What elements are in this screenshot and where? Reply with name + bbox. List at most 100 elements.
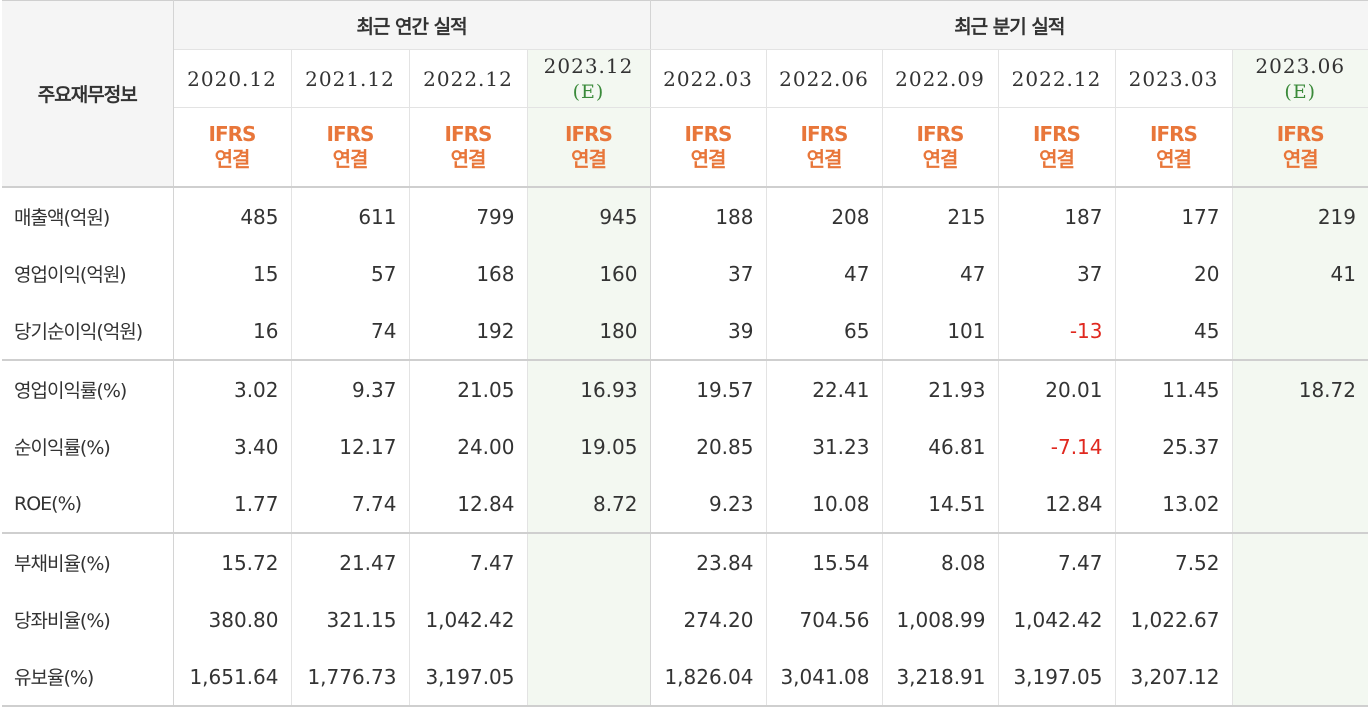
- estimate-marker: (E): [572, 80, 605, 103]
- table-cell: 7.52: [1114, 533, 1232, 591]
- table-cell: 215: [881, 187, 998, 245]
- table-cell: 15.54: [765, 533, 882, 591]
- table-cell: 74: [290, 302, 409, 361]
- period-header: 2020.12: [172, 49, 291, 108]
- basis-label: IFRS 연결: [881, 107, 998, 188]
- table-cell: 704.56: [765, 591, 882, 648]
- period-header: 2022.12: [408, 49, 527, 108]
- basis-label: IFRS 연결: [765, 107, 882, 188]
- table-cell: 7.47: [997, 533, 1115, 591]
- table-cell: 8.08: [881, 533, 998, 591]
- row-label: ROE(%): [2, 475, 174, 534]
- table-cell: 37: [649, 245, 766, 302]
- row-label: 매출액(억원): [2, 187, 174, 245]
- table-cell: 46.81: [881, 418, 998, 475]
- table-row: 매출액(억원) 485 611 799 945 188 208 215 187 177 219: [2, 187, 1368, 245]
- row-label: 순이익률(%): [2, 418, 174, 475]
- table-row: 당기순이익(억원) 16 74 192 180 39 65 101 -13 45: [2, 302, 1368, 361]
- table-cell: 160: [526, 245, 650, 302]
- table-cell: [1231, 475, 1368, 534]
- table-cell: 1,776.73: [290, 648, 409, 707]
- financial-rows: 매출액(억원) 485 611 799 945 188 208 215 187 177 219 영업이…: [2, 187, 1368, 707]
- table-cell: 57: [290, 245, 409, 302]
- table-cell: 15.72: [172, 533, 291, 591]
- table-cell: [1231, 418, 1368, 475]
- table-cell: 3,207.12: [1114, 648, 1232, 707]
- table-cell: 219: [1231, 187, 1368, 245]
- table-cell: [1231, 302, 1368, 361]
- table-cell: 16.93: [526, 360, 650, 418]
- table-cell: 10.08: [765, 475, 882, 534]
- basis-label: IFRS 연결: [649, 107, 766, 188]
- table-row: 유보율(%) 1,651.64 1,776.73 3,197.05 1,826.04 3,…: [2, 648, 1368, 707]
- table-cell: 8.72: [526, 475, 650, 534]
- table-cell: [1231, 533, 1368, 591]
- table-row: 당좌비율(%) 380.80 321.15 1,042.42 274.20 704.56 1…: [2, 591, 1368, 648]
- row-label: 당좌비율(%): [2, 591, 174, 648]
- table-row: 영업이익률(%) 3.02 9.37 21.05 16.93 19.57 22.41 21.9…: [2, 360, 1368, 418]
- table-cell: 19.05: [526, 418, 650, 475]
- table-cell: 18.72: [1231, 360, 1368, 418]
- table-cell: 39: [649, 302, 766, 361]
- table-cell: 3.02: [172, 360, 291, 418]
- table-cell: 187: [997, 187, 1115, 245]
- basis-label: IFRS 연결: [997, 107, 1115, 188]
- period-header: 2023.03: [1114, 49, 1232, 108]
- table-cell: [526, 648, 650, 707]
- header-period-row: 2020.12 2021.12 2022.12 2023.12 (E) 2022.…: [2, 49, 1368, 108]
- row-label: 유보율(%): [2, 648, 174, 707]
- table-cell: 11.45: [1114, 360, 1232, 418]
- table-cell: 3,197.05: [997, 648, 1115, 707]
- table-cell: 15: [172, 245, 291, 302]
- corner-label: 주요재무정보: [2, 0, 174, 188]
- table-cell: 21.93: [881, 360, 998, 418]
- table-cell: 3,041.08: [765, 648, 882, 707]
- table-cell: 485: [172, 187, 291, 245]
- table-cell: 12.84: [997, 475, 1115, 534]
- table-cell: 1,042.42: [997, 591, 1115, 648]
- table-cell: 1,022.67: [1114, 591, 1232, 648]
- row-label: 영업이익(억원): [2, 245, 174, 302]
- basis-label: IFRS 연결: [172, 107, 291, 188]
- table-cell: 945: [526, 187, 650, 245]
- basis-label: IFRS 연결: [1114, 107, 1232, 188]
- estimate-marker: (E): [1284, 80, 1317, 103]
- header-basis-row: IFRS 연결 IFRS 연결 IFRS 연결 IFRS 연결 IFRS 연결 IFRS 연…: [2, 107, 1368, 188]
- table-cell: 177: [1114, 187, 1232, 245]
- table-cell: 65: [765, 302, 882, 361]
- table-cell: 13.02: [1114, 475, 1232, 534]
- table-cell: 7.74: [290, 475, 409, 534]
- quarter-group-header: 최근 분기 실적: [650, 0, 1368, 50]
- basis-label: IFRS 연결: [1231, 107, 1368, 188]
- table-cell: [1231, 648, 1368, 707]
- table-row: 영업이익(억원) 15 57 168 160 37 47 47 37 20 41: [2, 245, 1368, 302]
- period-header-estimate: 2023.06 (E): [1231, 49, 1368, 108]
- table-cell: 799: [408, 187, 527, 245]
- table-cell: 1.77: [172, 475, 291, 534]
- table-cell: 180: [526, 302, 650, 361]
- table-cell: 14.51: [881, 475, 998, 534]
- basis-label: IFRS 연결: [290, 107, 409, 188]
- table-cell: 16: [172, 302, 291, 361]
- table-cell: 24.00: [408, 418, 527, 475]
- table-row: 부채비율(%) 15.72 21.47 7.47 23.84 15.54 8.08 7.47 7…: [2, 533, 1368, 591]
- basis-label: IFRS 연결: [408, 107, 527, 188]
- table-cell: 22.41: [765, 360, 882, 418]
- table-cell: 1,008.99: [881, 591, 998, 648]
- table-cell: 21.47: [290, 533, 409, 591]
- table-cell: 25.37: [1114, 418, 1232, 475]
- period-header-estimate: 2023.12 (E): [526, 49, 650, 108]
- table-cell: 3,218.91: [881, 648, 998, 707]
- table-cell: 1,042.42: [408, 591, 527, 648]
- table-cell: [526, 591, 650, 648]
- table-cell: 192: [408, 302, 527, 361]
- table-cell: 20.85: [649, 418, 766, 475]
- period-header: 2022.03: [649, 49, 766, 108]
- table-cell: 101: [881, 302, 998, 361]
- row-label: 영업이익률(%): [2, 360, 174, 418]
- table-cell: 20: [1114, 245, 1232, 302]
- table-cell: 9.37: [290, 360, 409, 418]
- table-cell: 3,197.05: [408, 648, 527, 707]
- header-group-row: 주요재무정보 최근 연간 실적 최근 분기 실적: [2, 0, 1368, 188]
